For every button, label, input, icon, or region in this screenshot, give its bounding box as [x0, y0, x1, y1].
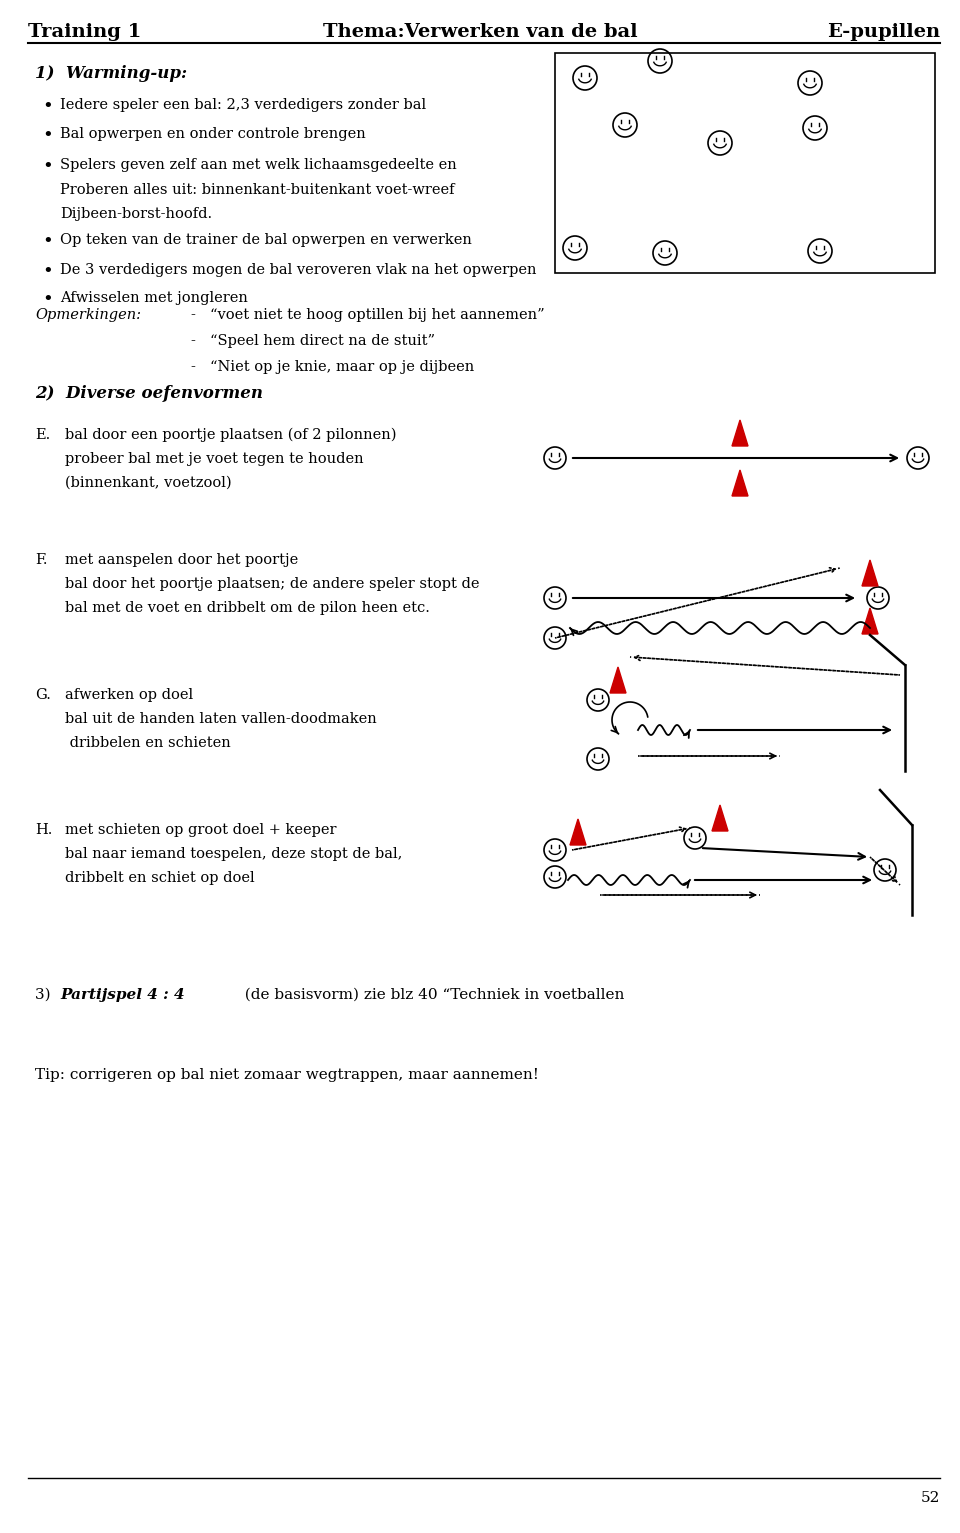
Text: afwerken op doel: afwerken op doel [65, 688, 193, 702]
Text: Iedere speler een bal: 2,3 verdedigers zonder bal: Iedere speler een bal: 2,3 verdedigers z… [60, 98, 426, 112]
Text: Op teken van de trainer de bal opwerpen en verwerken: Op teken van de trainer de bal opwerpen … [60, 233, 472, 247]
Text: bal naar iemand toespelen, deze stopt de bal,: bal naar iemand toespelen, deze stopt de… [65, 848, 402, 862]
Polygon shape [862, 560, 878, 586]
Text: bal door een poortje plaatsen (of 2 pilonnen): bal door een poortje plaatsen (of 2 pilo… [65, 428, 396, 443]
Text: Thema:Verwerken van de bal: Thema:Verwerken van de bal [323, 23, 637, 41]
Text: Dijbeen-borst-hoofd.: Dijbeen-borst-hoofd. [60, 207, 212, 221]
Text: E-pupillen: E-pupillen [827, 23, 940, 41]
Text: •: • [42, 158, 53, 176]
Polygon shape [570, 819, 586, 845]
Text: Proberen alles uit: binnenkant-buitenkant voet-wreef: Proberen alles uit: binnenkant-buitenkan… [60, 182, 454, 198]
Text: Afwisselen met jongleren: Afwisselen met jongleren [60, 291, 248, 305]
Text: Opmerkingen:: Opmerkingen: [35, 308, 141, 322]
Text: “Speel hem direct na de stuit”: “Speel hem direct na de stuit” [210, 334, 435, 348]
Text: -: - [190, 360, 195, 374]
Text: -: - [190, 334, 195, 348]
Text: 3): 3) [35, 987, 56, 1003]
Text: Bal opwerpen en onder controle brengen: Bal opwerpen en onder controle brengen [60, 127, 366, 141]
Text: dribbelt en schiet op doel: dribbelt en schiet op doel [65, 871, 254, 885]
Text: F.: F. [35, 553, 47, 567]
Text: “Niet op je knie, maar op je dijbeen: “Niet op je knie, maar op je dijbeen [210, 360, 474, 374]
Polygon shape [712, 805, 728, 831]
Text: H.: H. [35, 823, 53, 837]
Polygon shape [732, 420, 748, 446]
Text: De 3 verdedigers mogen de bal veroveren vlak na het opwerpen: De 3 verdedigers mogen de bal veroveren … [60, 264, 537, 277]
Text: Training 1: Training 1 [28, 23, 141, 41]
Text: 52: 52 [921, 1492, 940, 1505]
Text: •: • [42, 264, 53, 281]
Text: E.: E. [35, 428, 50, 442]
Text: “voet niet te hoog optillen bij het aannemen”: “voet niet te hoog optillen bij het aann… [210, 308, 544, 322]
Text: •: • [42, 233, 53, 251]
Text: 2)  Diverse oefenvormen: 2) Diverse oefenvormen [35, 385, 263, 402]
Text: (binnenkant, voetzool): (binnenkant, voetzool) [65, 477, 231, 491]
Text: (de basisvorm) zie blz 40 “Techniek in voetballen: (de basisvorm) zie blz 40 “Techniek in v… [235, 987, 624, 1003]
Text: Spelers geven zelf aan met welk lichaamsgedeelte en: Spelers geven zelf aan met welk lichaams… [60, 158, 457, 172]
Text: met schieten op groot doel + keeper: met schieten op groot doel + keeper [65, 823, 337, 837]
Text: bal met de voet en dribbelt om de pilon heen etc.: bal met de voet en dribbelt om de pilon … [65, 601, 430, 615]
Polygon shape [862, 609, 878, 635]
Text: •: • [42, 291, 53, 310]
Text: •: • [42, 98, 53, 117]
Text: Tip: corrigeren op bal niet zomaar wegtrappen, maar aannemen!: Tip: corrigeren op bal niet zomaar wegtr… [35, 1069, 539, 1082]
Text: G.: G. [35, 688, 51, 702]
Text: 1)  Warming-up:: 1) Warming-up: [35, 64, 187, 81]
Text: probeer bal met je voet tegen te houden: probeer bal met je voet tegen te houden [65, 452, 364, 466]
Text: bal door het poortje plaatsen; de andere speler stopt de: bal door het poortje plaatsen; de andere… [65, 576, 479, 592]
Bar [555, 54, 935, 273]
Text: •: • [42, 127, 53, 146]
Polygon shape [610, 667, 626, 693]
Text: dribbelen en schieten: dribbelen en schieten [65, 736, 230, 750]
Text: bal uit de handen laten vallen-doodmaken: bal uit de handen laten vallen-doodmaken [65, 711, 376, 727]
Polygon shape [732, 471, 748, 497]
Text: -: - [190, 308, 195, 322]
Text: met aanspelen door het poortje: met aanspelen door het poortje [65, 553, 299, 567]
Text: Partijspel 4 : 4: Partijspel 4 : 4 [60, 987, 184, 1003]
